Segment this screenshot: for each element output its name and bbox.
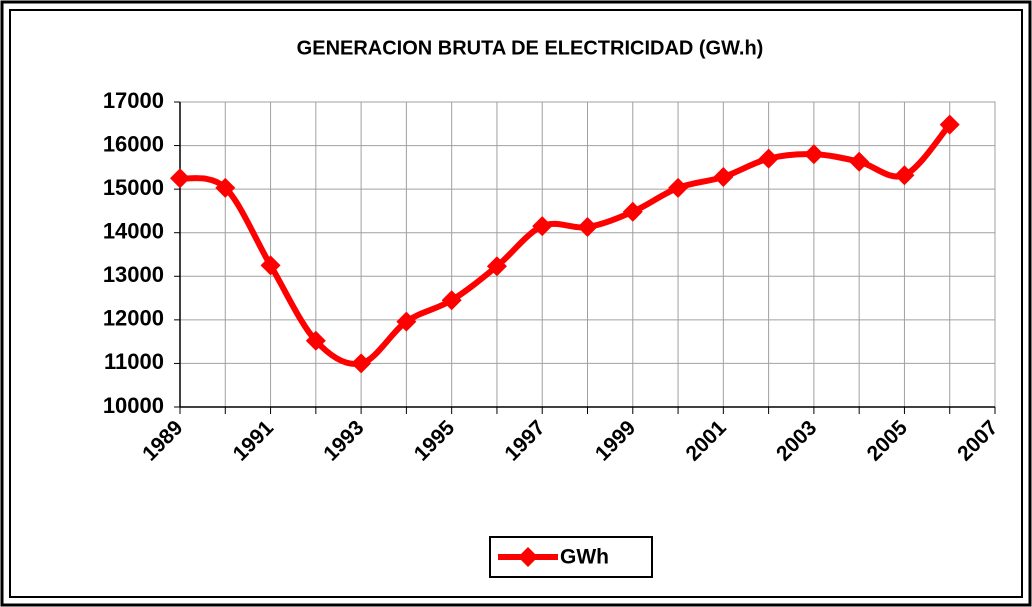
x-tick-label: 1995 bbox=[410, 416, 460, 466]
marker bbox=[396, 311, 417, 332]
marker bbox=[441, 290, 462, 311]
x-tick-label: 1991 bbox=[229, 416, 279, 466]
y-tick-label: 14000 bbox=[103, 219, 164, 244]
marker bbox=[577, 217, 598, 238]
marker bbox=[260, 255, 281, 276]
marker bbox=[668, 177, 689, 198]
x-tick-label: 2001 bbox=[681, 416, 731, 466]
marker bbox=[486, 256, 507, 277]
y-tick-label: 11000 bbox=[104, 349, 164, 374]
y-tick-label: 16000 bbox=[103, 131, 164, 156]
marker bbox=[758, 148, 779, 169]
marker bbox=[351, 353, 372, 374]
y-tick-label: 10000 bbox=[103, 393, 164, 418]
x-tick-label: 2007 bbox=[953, 416, 1002, 465]
x-tick-label: 1993 bbox=[319, 416, 368, 465]
marker bbox=[532, 216, 553, 237]
x-tick-label: 1989 bbox=[138, 416, 187, 465]
marker bbox=[939, 114, 960, 135]
x-tick-label: 1997 bbox=[500, 416, 549, 465]
marker bbox=[305, 330, 326, 351]
chart-title: GENERACION BRUTA DE ELECTRICIDAD (GW.h) bbox=[297, 37, 764, 59]
marker bbox=[622, 201, 643, 222]
marker bbox=[170, 168, 190, 189]
marker bbox=[894, 165, 915, 186]
y-tick-label: 15000 bbox=[103, 175, 164, 200]
y-tick-label: 13000 bbox=[103, 262, 164, 287]
y-tick-label: 17000 bbox=[103, 88, 164, 113]
marker bbox=[849, 151, 870, 172]
marker bbox=[215, 177, 236, 198]
x-tick-label: 2005 bbox=[863, 416, 913, 466]
x-tick-label: 2003 bbox=[772, 416, 821, 465]
x-tick-label: 1999 bbox=[591, 416, 640, 465]
y-tick-label: 12000 bbox=[103, 306, 164, 331]
marker bbox=[803, 144, 824, 165]
legend-marker bbox=[518, 547, 538, 567]
marker bbox=[713, 166, 734, 187]
inner-border bbox=[9, 9, 1023, 598]
legend-label: GWh bbox=[560, 546, 609, 569]
